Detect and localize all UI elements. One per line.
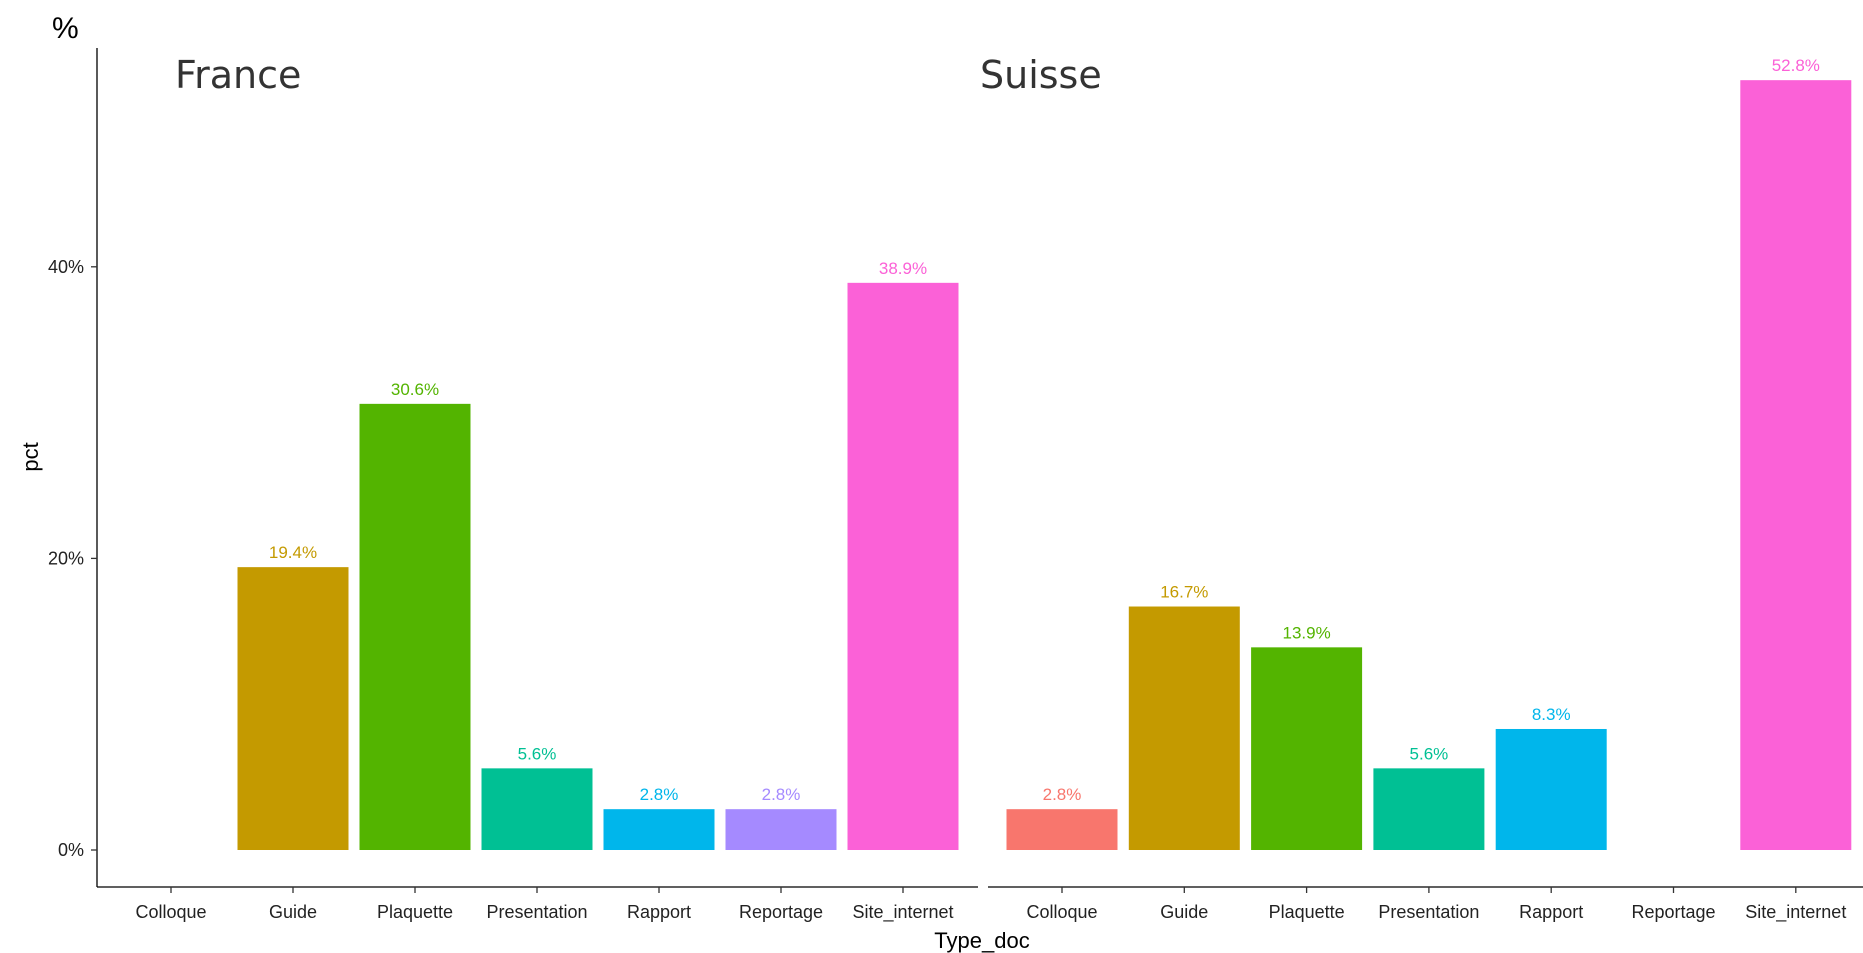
x-tick-label: Reportage bbox=[1631, 902, 1715, 922]
x-tick-label: Colloque bbox=[135, 902, 206, 922]
data-label: 52.8% bbox=[1772, 56, 1820, 75]
y-axis-title: pct bbox=[18, 442, 43, 471]
data-label: 5.6% bbox=[1410, 744, 1449, 763]
data-label: 19.4% bbox=[269, 543, 317, 562]
panel-france: France Colloque Guide 19.4% Plaquette 30.6% Pr… bbox=[97, 53, 978, 923]
bar-guide bbox=[237, 567, 349, 850]
panel-title: France bbox=[175, 53, 301, 97]
panel-title: Suisse bbox=[980, 53, 1102, 97]
x-tick-label: Guide bbox=[1160, 902, 1208, 922]
bar-plaquette bbox=[1251, 647, 1363, 850]
y-tick-label: 0% bbox=[58, 840, 84, 860]
x-tick-label: Site_internet bbox=[852, 902, 953, 923]
data-label: 38.9% bbox=[879, 259, 927, 278]
bar-rapport bbox=[603, 809, 715, 850]
x-axis-title: Type_doc bbox=[934, 928, 1029, 953]
data-label: 30.6% bbox=[391, 380, 439, 399]
chart-panels: France Colloque Guide 19.4% Plaquette 30.6% Pr… bbox=[97, 53, 1863, 923]
x-tick-label: Guide bbox=[269, 902, 317, 922]
x-tick-label: Presentation bbox=[1378, 902, 1479, 922]
y-axis: 0% 20% 40% bbox=[48, 48, 98, 887]
x-tick-label: Reportage bbox=[739, 902, 823, 922]
data-label: 5.6% bbox=[518, 744, 557, 763]
x-tick-label: Colloque bbox=[1026, 902, 1097, 922]
bar-site_internet bbox=[1740, 80, 1852, 850]
bar-presentation bbox=[1373, 768, 1485, 850]
bar-presentation bbox=[481, 768, 593, 850]
x-tick-label: Rapport bbox=[1519, 902, 1583, 922]
y-tick-label: 20% bbox=[48, 548, 84, 568]
x-tick-label: Plaquette bbox=[377, 902, 453, 922]
x-tick-label: Rapport bbox=[627, 902, 691, 922]
data-label: 2.8% bbox=[1043, 785, 1082, 804]
x-tick-label: Plaquette bbox=[1269, 902, 1345, 922]
bar-site_internet bbox=[847, 282, 959, 850]
data-label: 8.3% bbox=[1532, 705, 1571, 724]
x-tick-label: Presentation bbox=[486, 902, 587, 922]
data-label: 2.8% bbox=[762, 785, 801, 804]
unit-label: % bbox=[52, 12, 79, 45]
bar-colloque bbox=[1006, 809, 1118, 850]
data-label: 2.8% bbox=[640, 785, 679, 804]
x-tick-label: Site_internet bbox=[1745, 902, 1846, 923]
data-label: 16.7% bbox=[1160, 583, 1208, 602]
y-tick-label: 40% bbox=[48, 257, 84, 277]
bar-reportage bbox=[725, 809, 837, 850]
panel-suisse: Suisse Colloque 2.8% Guide 16.7% Plaquette 13.… bbox=[980, 53, 1863, 923]
bar-rapport bbox=[1495, 728, 1607, 850]
bar-plaquette bbox=[359, 403, 471, 850]
bar-guide bbox=[1128, 606, 1240, 850]
data-label: 13.9% bbox=[1282, 623, 1330, 642]
